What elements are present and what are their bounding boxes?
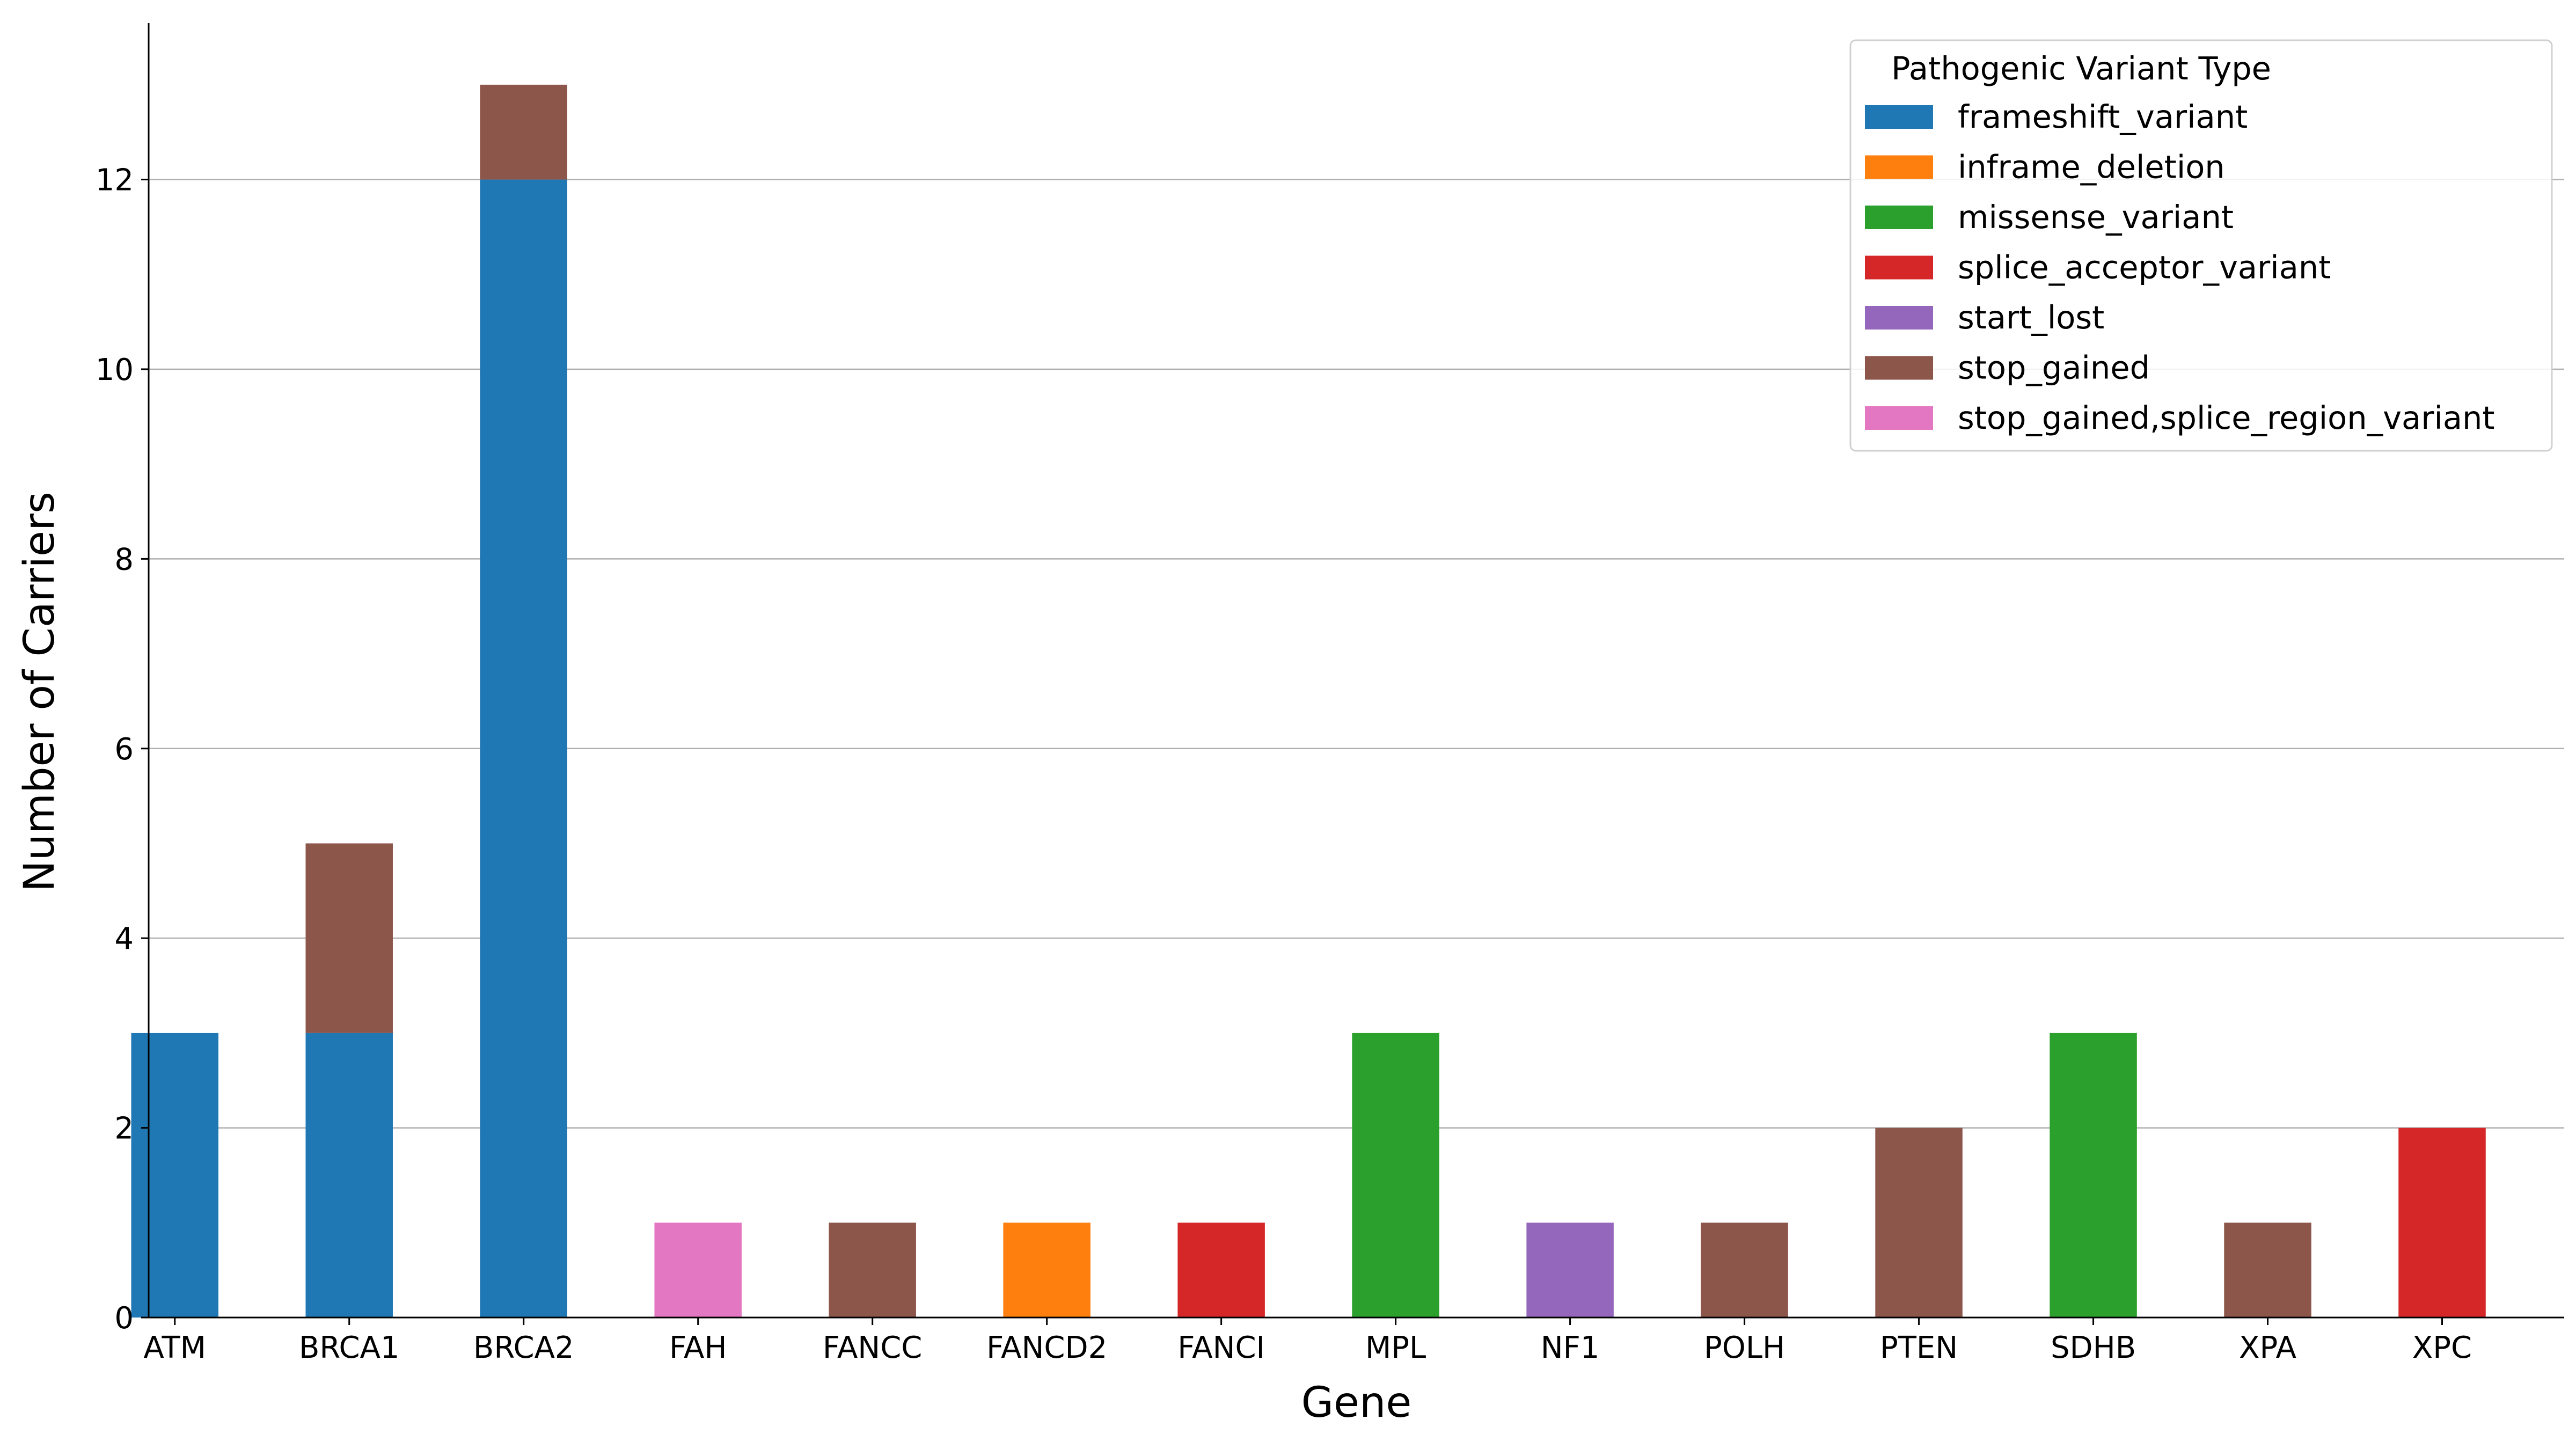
bar-segment xyxy=(1003,1223,1091,1318)
x-tick-label: NF1 xyxy=(1541,1330,1600,1365)
x-tick-label: FAH xyxy=(669,1330,727,1365)
legend-label: stop_gained,splice_region_variant xyxy=(1958,399,2495,436)
y-tick-label: 4 xyxy=(114,921,134,956)
bar-segment xyxy=(131,1033,218,1318)
x-ticks: ATM BRCA1 BRCA2 FAH FANCC FANCD2 FANCI MPL NF1 PO… xyxy=(144,1318,2472,1365)
legend-swatch xyxy=(1865,306,1933,330)
x-tick-label: PTEN xyxy=(1880,1330,1958,1365)
legend-title: Pathogenic Variant Type xyxy=(1891,50,2271,87)
y-ticks: 0 2 4 6 8 10 12 xyxy=(96,163,149,1336)
x-tick-label: MPL xyxy=(1365,1330,1426,1365)
x-axis-title: Gene xyxy=(1301,1379,1412,1427)
bar-segment xyxy=(1352,1033,1439,1318)
bar-segment xyxy=(2398,1128,2486,1318)
x-tick-label: FANCD2 xyxy=(986,1330,1107,1365)
bars xyxy=(131,84,2486,1318)
x-tick-label: SDHB xyxy=(2051,1330,2136,1365)
bar-segment xyxy=(305,1033,393,1318)
bar-segment xyxy=(1177,1223,1265,1318)
bar-segment xyxy=(480,84,567,180)
x-tick-label: FANCC xyxy=(823,1330,922,1365)
bar-segment xyxy=(1701,1223,1788,1318)
x-tick-label: BRCA2 xyxy=(473,1330,574,1365)
bar-segment xyxy=(305,843,393,1033)
bar-segment xyxy=(829,1223,916,1318)
legend: Pathogenic Variant Type frameshift_varia… xyxy=(1849,39,2553,452)
y-axis-title: Number of Carriers xyxy=(16,492,64,892)
legend-swatch xyxy=(1865,155,1933,179)
x-tick-label: XPC xyxy=(2412,1330,2472,1365)
legend-swatch xyxy=(1865,356,1933,380)
bar-segment xyxy=(1875,1128,1963,1318)
y-tick-label: 2 xyxy=(114,1111,134,1146)
y-tick-label: 10 xyxy=(96,353,134,387)
x-tick-label: BRCA1 xyxy=(299,1330,400,1365)
legend-label: splice_acceptor_variant xyxy=(1958,249,2331,286)
legend-swatch xyxy=(1865,406,1933,430)
legend-label: inframe_deletion xyxy=(1958,149,2225,186)
y-tick-label: 0 xyxy=(114,1301,134,1336)
bar-segment xyxy=(1526,1223,1614,1318)
legend-label: frameshift_variant xyxy=(1958,98,2248,135)
bar-segment xyxy=(654,1223,742,1318)
y-tick-label: 8 xyxy=(114,542,134,577)
y-tick-label: 12 xyxy=(96,163,134,198)
x-tick-label: ATM xyxy=(144,1330,206,1365)
x-tick-label: FANCI xyxy=(1177,1330,1265,1365)
x-tick-label: XPA xyxy=(2239,1330,2296,1365)
legend-label: missense_variant xyxy=(1958,199,2234,236)
bar-segment xyxy=(480,179,567,1318)
legend-label: start_lost xyxy=(1958,299,2104,336)
legend-swatch xyxy=(1865,105,1933,129)
y-tick-label: 6 xyxy=(114,732,134,767)
x-tick-label: POLH xyxy=(1704,1330,1785,1365)
bar-segment xyxy=(2050,1033,2137,1318)
legend-label: stop_gained xyxy=(1958,349,2150,386)
legend-swatch xyxy=(1865,255,1933,280)
axes xyxy=(148,23,2564,1319)
legend-swatch xyxy=(1865,206,1933,229)
bar-segment xyxy=(2224,1223,2311,1318)
legend-frame xyxy=(1849,39,2553,452)
legend-items: frameshift_variant inframe_deletionmissen… xyxy=(1865,98,2495,436)
